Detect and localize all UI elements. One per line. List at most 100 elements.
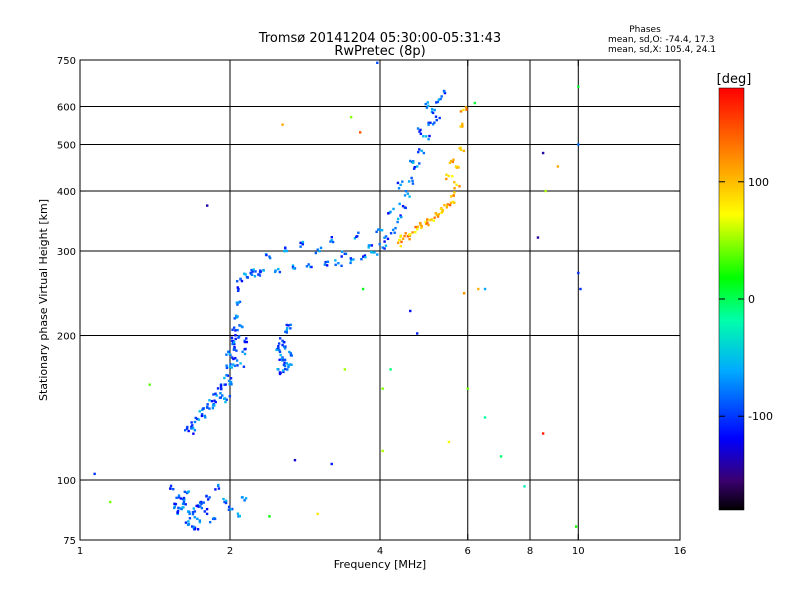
data-point [364,255,367,259]
data-point [217,487,221,490]
data-point [241,350,244,353]
data-point [401,180,404,183]
data-point [226,374,230,377]
data-point [414,225,417,229]
data-point [208,496,211,499]
data-point [399,214,402,217]
data-point [278,270,282,274]
data-point [289,352,293,355]
data-point [358,131,362,134]
data-point [243,340,247,344]
data-point [239,362,242,365]
data-point [177,496,181,499]
data-point [427,121,430,125]
data-point [290,354,293,357]
data-point [376,61,379,64]
data-point [458,147,461,150]
data-point [251,270,254,273]
phase-stats-x: mean, sd,X: 105.4, 24.1 [608,45,716,55]
data-point [283,358,287,362]
data-point [411,231,414,234]
data-point [392,207,395,211]
data-point [275,348,278,352]
data-point [254,270,257,273]
data-point [420,226,423,229]
colorbar-tick-label: 0 [748,293,755,306]
data-points [93,61,582,531]
x-tick-label: 2 [227,546,233,557]
data-point [286,368,289,371]
data-point [282,370,285,374]
data-point [243,499,246,502]
data-point [285,362,288,365]
data-point [198,501,202,504]
data-point [191,525,194,528]
data-point [577,271,580,275]
data-point [285,331,289,334]
data-point [455,183,458,187]
data-point [416,127,420,130]
data-point [325,264,329,267]
y-tick-label: 100 [57,476,76,487]
data-point [281,343,284,347]
grid-lines [80,60,680,540]
data-point [204,416,207,419]
data-point [236,289,240,292]
x-tick-label: 4 [377,546,383,557]
data-point [188,517,192,520]
data-point [283,361,286,364]
data-point [355,235,358,238]
data-point [399,244,403,248]
data-point [231,328,234,331]
data-point [193,527,197,531]
data-point [230,366,233,369]
data-point [278,337,282,340]
data-point [197,505,200,508]
data-point [378,228,382,232]
data-point [250,268,253,272]
data-point [367,246,370,249]
data-point [401,204,405,208]
data-point [187,510,190,513]
data-point [319,246,323,250]
data-point [280,357,284,360]
data-point [397,187,401,190]
data-point [459,148,463,151]
data-point [329,240,332,243]
data-point [299,245,302,248]
data-point [434,115,438,118]
data-point [227,505,231,509]
data-point [291,264,295,267]
data-point [240,279,244,283]
data-point [240,496,244,499]
y-tick-label: 400 [57,187,76,198]
data-point [419,132,423,136]
data-point [427,123,430,126]
data-point [323,263,327,266]
data-point [234,329,237,332]
data-point [223,397,227,400]
data-point [174,502,178,506]
data-point [403,194,407,197]
data-point [237,335,241,338]
data-point [452,194,455,197]
data-point [179,497,183,500]
data-point [200,413,204,416]
data-point [234,314,238,318]
data-point [243,339,246,343]
data-point [431,123,435,126]
data-point [206,498,210,501]
data-point [429,121,432,124]
data-point [236,286,239,289]
data-point [326,260,330,263]
colorbar-tick-label: -100 [748,410,773,423]
data-point [465,108,468,111]
x-axis: 1 2 4 6 8 10 16 [77,60,686,557]
data-point [284,247,287,250]
data-point [178,507,181,510]
data-point [344,252,348,256]
data-point [361,255,365,258]
data-point [406,235,410,238]
data-point [459,110,463,113]
colorbar-ticks: 100 0 -100 [719,176,773,423]
